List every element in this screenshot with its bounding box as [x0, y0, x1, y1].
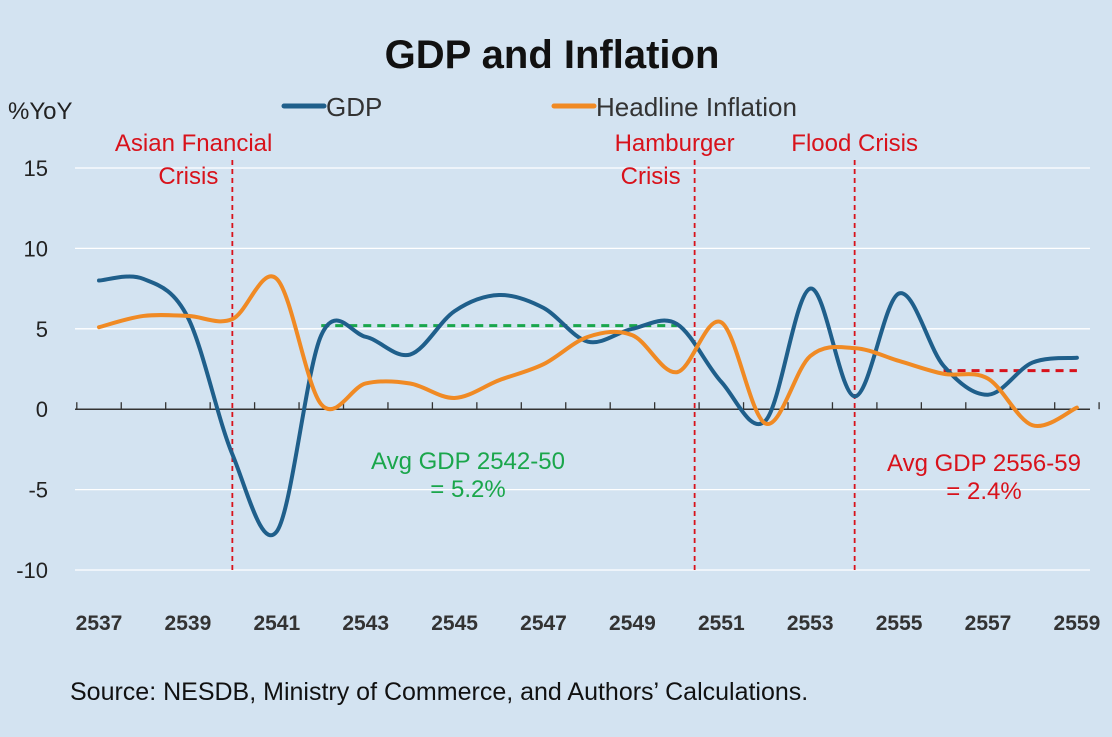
- series-lines: [97, 274, 1079, 538]
- y-tick-label: 0: [36, 397, 48, 422]
- crisis-label: Crisis: [621, 163, 681, 190]
- legend-label: Headline Inflation: [596, 92, 797, 122]
- x-tick-label: 2541: [253, 612, 300, 635]
- series-line-gdp: [97, 274, 1079, 538]
- average-label: Avg GDP 2542-50: [371, 448, 565, 475]
- x-tick-label: 2557: [965, 612, 1012, 635]
- crisis-label: Crisis: [158, 163, 218, 190]
- chart-title: GDP and Inflation: [385, 33, 720, 77]
- x-tick-label: 2545: [431, 612, 478, 635]
- legend: GDP Headline Inflation: [281, 92, 797, 122]
- x-tick-label: 2547: [520, 612, 567, 635]
- x-tick-label: 2553: [787, 612, 834, 635]
- x-tick-label: 2551: [698, 612, 745, 635]
- average-label: Avg GDP 2556-59: [887, 450, 1081, 477]
- average-label: = 2.4%: [946, 478, 1021, 505]
- x-tick-label: 2539: [165, 612, 212, 635]
- x-tick-label: 2543: [342, 612, 389, 635]
- y-tick-label: 5: [36, 317, 48, 342]
- grid: [75, 167, 1090, 571]
- x-tick-label: 2555: [876, 612, 923, 635]
- x-tick-label: 2559: [1054, 612, 1101, 635]
- axes: 15 10 5 0 -5 -10 2537 2539 2541 2543 2545 2547 2549 2…: [16, 156, 1100, 635]
- average-lines: Avg GDP 2542-50= 5.2% Avg GDP 2556-59= 2.…: [321, 324, 1081, 505]
- x-tick-label: 2549: [609, 612, 656, 635]
- average-label: = 5.2%: [430, 476, 505, 503]
- y-axis-label: %YoY: [8, 98, 73, 125]
- crisis-label: Hamburger: [615, 130, 735, 157]
- y-tick-label: -10: [16, 558, 48, 583]
- legend-label: GDP: [326, 92, 382, 122]
- y-tick-label: 10: [24, 236, 48, 261]
- crisis-label: Asian Fnancial: [115, 130, 272, 157]
- y-tick-label: -5: [28, 478, 48, 503]
- y-tick-label: 15: [24, 156, 48, 181]
- crisis-label: Flood Crisis: [791, 130, 918, 157]
- x-tick-label: 2537: [76, 612, 123, 635]
- series-line-headline-inflation: [97, 274, 1079, 429]
- reference-lines: Asian Fnancial Crisis Hamburger Crisis Flood…: [115, 130, 918, 570]
- source-note: Source: NESDB, Ministry of Commerce, and…: [70, 678, 808, 706]
